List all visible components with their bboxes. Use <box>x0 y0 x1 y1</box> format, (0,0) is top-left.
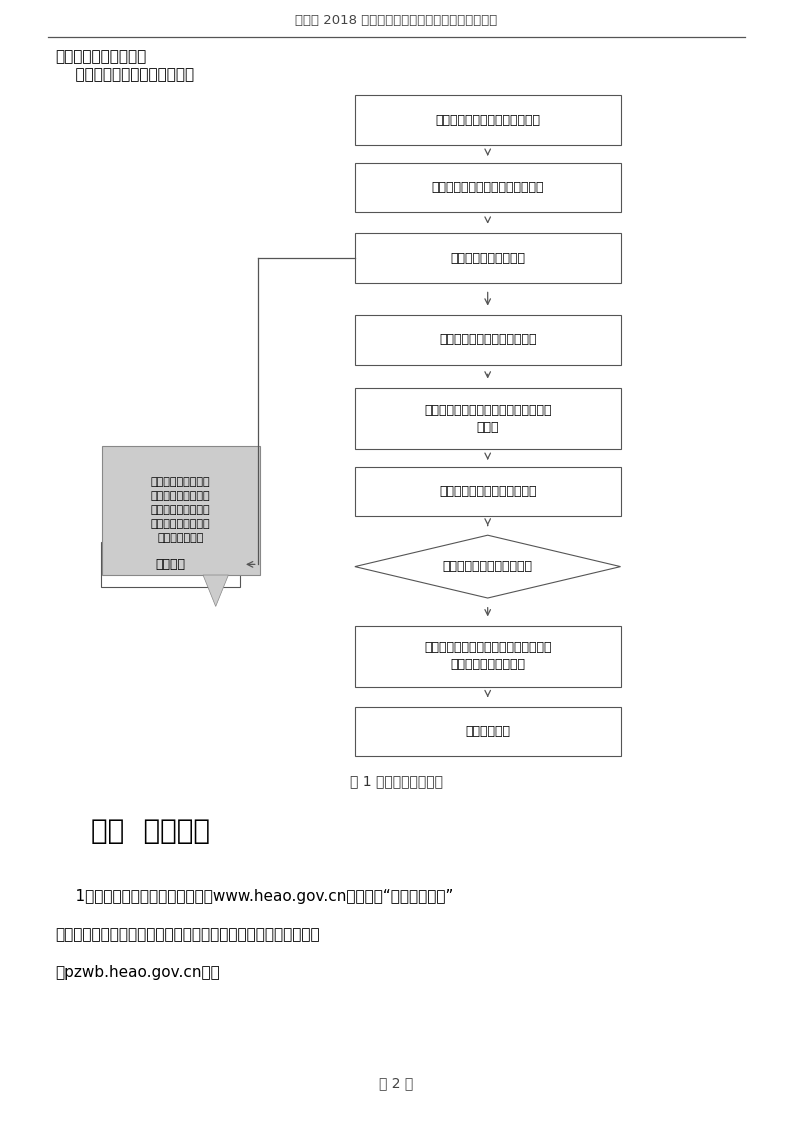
Text: 查询招生计划目录，填写志愿草表: 查询招生计划目录，填写志愿草表 <box>431 181 544 194</box>
FancyBboxPatch shape <box>355 467 620 516</box>
Text: 志愿填报结束: 志愿填报结束 <box>465 725 510 738</box>
FancyBboxPatch shape <box>355 315 620 365</box>
Text: 修改志愿: 修改志愿 <box>155 558 186 571</box>
FancyBboxPatch shape <box>355 95 620 145</box>
Text: 考生登录考生服务平台: 考生登录考生服务平台 <box>450 251 525 265</box>
Text: 三、  用户登录: 三、 用户登录 <box>91 817 210 845</box>
Text: 图 1 网上志愿填报流程: 图 1 网上志愿填报流程 <box>350 774 443 788</box>
Text: 考生志愿保存一小时
后方可修改志愿，在
该批志愿填报截止时
间前有两次修改并保
存志愿的机会。: 考生志愿保存一小时 后方可修改志愿，在 该批志愿填报截止时 间前有两次修改并保 … <box>151 478 211 543</box>
Text: 链接，进入系统。或者直接访问河南省普通高校招生考生服务平台: 链接，进入系统。或者直接访问河南省普通高校招生考生服务平台 <box>56 927 320 941</box>
FancyBboxPatch shape <box>102 447 260 574</box>
Text: 下图为网上志愿填报的流程：: 下图为网上志愿填报的流程： <box>56 67 193 82</box>
Text: 考生根据自己列出的志愿草表正确无误
的填报: 考生根据自己列出的志愿草表正确无误 的填报 <box>424 404 551 433</box>
FancyBboxPatch shape <box>355 707 620 756</box>
Text: 河南省 2018 年普通高校招生网上志愿填报操作手册: 河南省 2018 年普通高校招生网上志愿填报操作手册 <box>295 13 498 27</box>
FancyBboxPatch shape <box>355 388 620 449</box>
Text: 考生签字确认（对口、专升本志愿及各
批次征集志愿不需要）: 考生签字确认（对口、专升本志愿及各 批次征集志愿不需要） <box>424 642 551 671</box>
FancyBboxPatch shape <box>355 626 620 687</box>
Text: （pzwb.heao.gov.cn）。: （pzwb.heao.gov.cn）。 <box>56 965 220 980</box>
FancyBboxPatch shape <box>355 233 620 283</box>
Polygon shape <box>355 535 620 598</box>
Polygon shape <box>203 574 228 606</box>
Text: 确认志愿信息无误，保存志愿: 确认志愿信息无误，保存志愿 <box>439 485 536 498</box>
Text: 改并保存志愿的机会。: 改并保存志愿的机会。 <box>56 49 147 64</box>
Text: 第 2 页: 第 2 页 <box>379 1077 414 1091</box>
FancyBboxPatch shape <box>102 542 239 587</box>
FancyBboxPatch shape <box>355 163 620 212</box>
Text: 1、登录河南省招生办公室网站（www.heao.gov.cn），点击“考生服务平台”: 1、登录河南省招生办公室网站（www.heao.gov.cn），点击“考生服务平… <box>56 889 453 903</box>
Text: 选择需要填报志愿的相应批次: 选择需要填报志愿的相应批次 <box>439 333 536 347</box>
Text: 志愿是否正确，不再修改？: 志愿是否正确，不再修改？ <box>442 560 533 573</box>
Text: 考生认真阅读高招各项招生政策: 考生认真阅读高招各项招生政策 <box>435 113 540 127</box>
